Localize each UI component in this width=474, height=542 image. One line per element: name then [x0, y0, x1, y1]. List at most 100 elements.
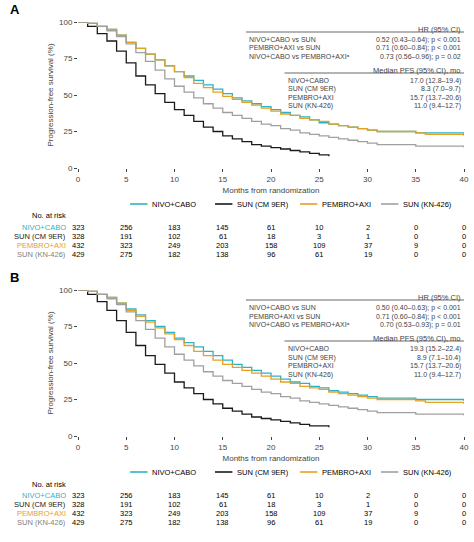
svg-text:8.3 (7.0–9.7): 8.3 (7.0–9.7)	[421, 85, 461, 93]
svg-text:323: 323	[120, 241, 133, 250]
svg-text:15.7 (13.7–20.6): 15.7 (13.7–20.6)	[410, 362, 461, 370]
svg-text:0: 0	[462, 232, 466, 241]
svg-text:PEMBRO+AXI: PEMBRO+AXI	[17, 241, 66, 250]
svg-text:61: 61	[219, 500, 227, 509]
svg-text:SUN (CM 9ER): SUN (CM 9ER)	[14, 232, 66, 241]
svg-text:0: 0	[414, 491, 418, 500]
svg-text:256: 256	[120, 491, 133, 500]
svg-text:Months from randomization: Months from randomization	[223, 186, 320, 195]
svg-text:61: 61	[267, 491, 275, 500]
svg-text:18: 18	[267, 232, 275, 241]
svg-text:203: 203	[216, 509, 229, 518]
svg-text:109: 109	[313, 509, 326, 518]
svg-text:100: 100	[59, 18, 73, 27]
svg-text:0: 0	[76, 443, 81, 452]
svg-text:96: 96	[267, 250, 275, 259]
svg-text:191: 191	[120, 232, 133, 241]
svg-text:30: 30	[363, 175, 372, 184]
svg-text:0.73 (0.56–0.96); p = 0.02: 0.73 (0.56–0.96); p = 0.02	[380, 53, 461, 61]
svg-text:20: 20	[267, 175, 276, 184]
svg-text:182: 182	[168, 250, 181, 259]
svg-text:182: 182	[168, 518, 181, 527]
svg-text:SUN (CM 9ER): SUN (CM 9ER)	[237, 200, 289, 209]
svg-text:158: 158	[265, 241, 278, 250]
svg-text:0.71 (0.60–0.84); p < 0.001: 0.71 (0.60–0.84); p < 0.001	[376, 313, 461, 321]
svg-text:50: 50	[63, 91, 72, 100]
svg-text:SUN (KN-426): SUN (KN-426)	[288, 371, 333, 379]
svg-text:183: 183	[168, 223, 181, 232]
svg-text:25: 25	[63, 395, 72, 404]
svg-text:429: 429	[72, 518, 85, 527]
svg-text:Median PFS (95% CI), mo: Median PFS (95% CI), mo	[373, 66, 461, 75]
svg-text:158: 158	[265, 509, 278, 518]
svg-text:96: 96	[267, 518, 275, 527]
svg-text:0: 0	[462, 509, 466, 518]
svg-text:323: 323	[72, 491, 85, 500]
svg-text:PEMBRO+AXI: PEMBRO+AXI	[322, 468, 371, 477]
svg-text:1: 1	[366, 232, 370, 241]
svg-text:0: 0	[414, 518, 418, 527]
svg-text:0: 0	[414, 232, 418, 241]
svg-text:40: 40	[460, 175, 469, 184]
svg-text:0.70 (0.53–0.93); p = 0.01: 0.70 (0.53–0.93); p = 0.01	[380, 321, 461, 329]
svg-text:0: 0	[414, 250, 418, 259]
svg-text:100: 100	[59, 286, 73, 295]
svg-text:323: 323	[72, 223, 85, 232]
svg-text:61: 61	[315, 250, 323, 259]
svg-text:11.0 (9.4–12.7): 11.0 (9.4–12.7)	[414, 102, 461, 110]
svg-text:50: 50	[63, 359, 72, 368]
svg-text:PEMBRO+AXI: PEMBRO+AXI	[288, 362, 334, 369]
svg-text:145: 145	[216, 491, 229, 500]
svg-text:75: 75	[63, 54, 72, 63]
svg-text:35: 35	[411, 175, 420, 184]
svg-text:NIVO+CABO: NIVO+CABO	[288, 77, 330, 84]
svg-text:SUN (KN-426): SUN (KN-426)	[17, 518, 66, 527]
svg-text:HR (95% CI): HR (95% CI)	[418, 25, 461, 34]
svg-text:15: 15	[218, 175, 227, 184]
svg-text:9: 9	[414, 241, 418, 250]
svg-text:0: 0	[462, 241, 466, 250]
svg-text:0: 0	[68, 432, 73, 441]
svg-text:145: 145	[216, 223, 229, 232]
svg-text:PEMBRO+AXI: PEMBRO+AXI	[288, 94, 334, 101]
svg-text:61: 61	[267, 223, 275, 232]
svg-text:11.0 (9.4–12.7): 11.0 (9.4–12.7)	[414, 371, 461, 379]
svg-text:15.7 (13.7–20.6): 15.7 (13.7–20.6)	[410, 94, 461, 102]
svg-text:35: 35	[411, 443, 420, 452]
svg-text:Months from randomization: Months from randomization	[223, 454, 320, 463]
svg-text:10: 10	[315, 491, 323, 500]
svg-text:8.9 (7.1–10.4): 8.9 (7.1–10.4)	[417, 354, 461, 362]
svg-text:0.71 (0.60–0.84); p < 0.001: 0.71 (0.60–0.84); p < 0.001	[376, 44, 461, 52]
svg-text:SUN (CM 9ER): SUN (CM 9ER)	[288, 85, 336, 93]
svg-text:0: 0	[462, 491, 466, 500]
svg-text:5: 5	[124, 443, 129, 452]
svg-text:19: 19	[364, 518, 372, 527]
svg-text:20: 20	[267, 443, 276, 452]
svg-text:328: 328	[72, 500, 85, 509]
svg-text:NIVO+CABO vs SUN: NIVO+CABO vs SUN	[249, 304, 316, 311]
svg-text:0: 0	[462, 250, 466, 259]
svg-text:0: 0	[462, 518, 466, 527]
svg-text:0.52 (0.43–0.64); p < 0.001: 0.52 (0.43–0.64); p < 0.001	[376, 36, 461, 44]
svg-text:30: 30	[363, 443, 372, 452]
svg-text:A: A	[10, 2, 20, 17]
svg-text:Median PFS (95% CI), mo: Median PFS (95% CI), mo	[373, 334, 461, 343]
svg-text:25: 25	[315, 175, 324, 184]
svg-text:PEMBRO+AXI vs SUN: PEMBRO+AXI vs SUN	[249, 44, 320, 51]
svg-text:19.3 (15.2–22.4): 19.3 (15.2–22.4)	[410, 345, 461, 353]
svg-text:SUN (CM 9ER): SUN (CM 9ER)	[237, 468, 289, 477]
svg-text:249: 249	[168, 509, 181, 518]
svg-text:3: 3	[317, 232, 321, 241]
svg-text:SUN (KN-426): SUN (KN-426)	[403, 200, 452, 209]
svg-text:0: 0	[76, 175, 81, 184]
svg-text:61: 61	[219, 232, 227, 241]
svg-text:275: 275	[120, 518, 133, 527]
svg-text:0: 0	[462, 223, 466, 232]
svg-text:SUN (CM 9ER): SUN (CM 9ER)	[14, 500, 66, 509]
svg-text:NIVO+CABO: NIVO+CABO	[22, 223, 66, 232]
svg-text:61: 61	[315, 518, 323, 527]
svg-text:Progression-free survival (%): Progression-free survival (%)	[46, 311, 55, 414]
svg-text:10: 10	[170, 443, 179, 452]
svg-text:NIVO+CABO vs PEMBRO+AXIᵃ: NIVO+CABO vs PEMBRO+AXIᵃ	[249, 53, 350, 60]
svg-text:17.0 (12.8–19.4): 17.0 (12.8–19.4)	[410, 77, 461, 85]
